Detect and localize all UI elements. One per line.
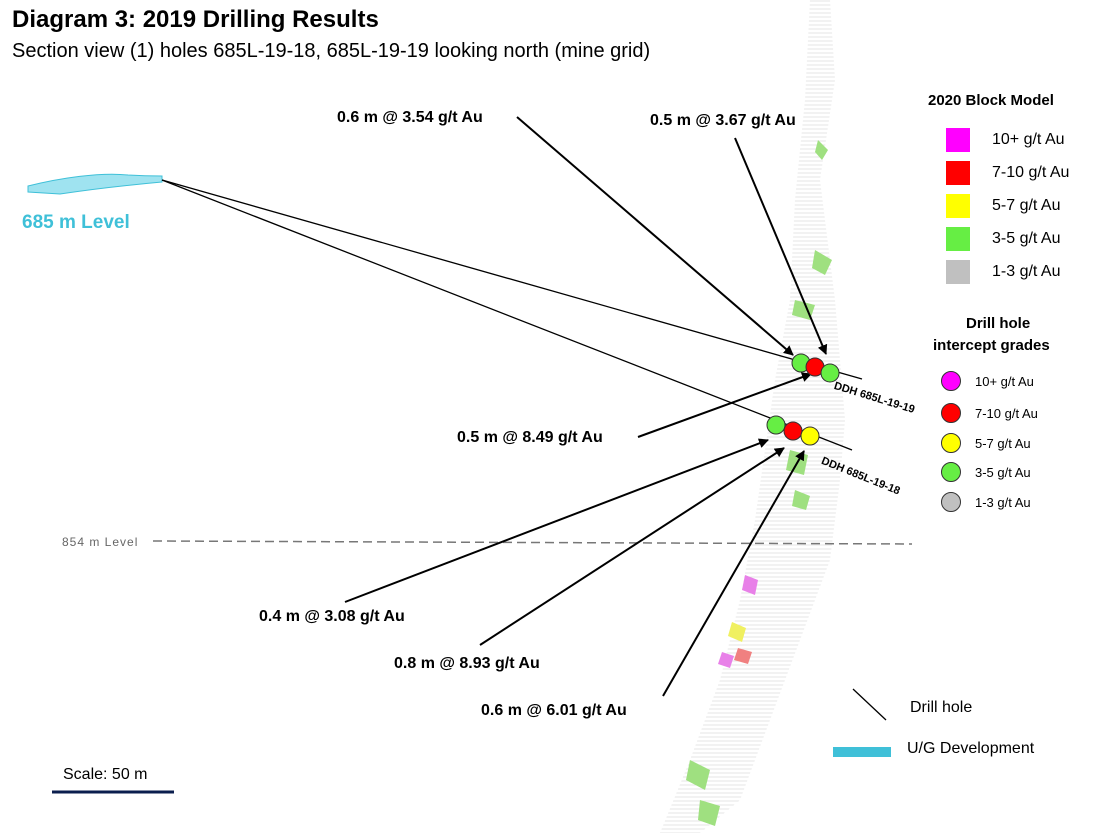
arrow-367 [734, 137, 828, 355]
intercept-19-18-b [783, 421, 803, 441]
swatch-3-5 [946, 227, 970, 251]
diagram-title: Diagram 3: 2019 Drilling Results [12, 6, 379, 33]
block-legend-row: 1-3 g/t Au [946, 260, 1061, 284]
intercept-19-19-c [820, 363, 840, 383]
swatch-10plus [946, 128, 970, 152]
intercept-legend-label: 1-3 g/t Au [975, 494, 1031, 510]
block-green [792, 490, 810, 510]
block-legend-label: 1-3 g/t Au [992, 263, 1061, 280]
intercept-legend-label: 7-10 g/t Au [975, 405, 1038, 421]
callout-354: 0.6 m @ 3.54 g/t Au [337, 109, 483, 126]
block-legend-row: 5-7 g/t Au [946, 194, 1061, 218]
swatch-1-3 [946, 260, 970, 284]
intercept-legend-label: 3-5 g/t Au [975, 464, 1031, 480]
intercept-legend-row: 7-10 g/t Au [941, 403, 1038, 423]
block-magenta [718, 652, 734, 668]
intercept-legend-row: 1-3 g/t Au [941, 492, 1031, 512]
callout-849: 0.5 m @ 8.49 g/t Au [457, 429, 603, 446]
block-green [686, 760, 710, 790]
intercept-legend-title-1: Drill hole [966, 315, 1031, 332]
key-drill-hole-label: Drill hole [910, 699, 973, 716]
block-legend-label: 5-7 g/t Au [992, 197, 1061, 214]
scale-label: Scale: 50 m [63, 766, 148, 783]
intercept-legend-row: 10+ g/t Au [941, 371, 1034, 391]
swatch-5-7 [946, 194, 970, 218]
block-green [812, 250, 832, 275]
callout-arrows [344, 116, 828, 697]
intercept-19-18-a [766, 415, 786, 435]
arrow-308 [344, 438, 769, 603]
block-model-legend-title: 2020 Block Model [928, 92, 1054, 109]
key-drill-hole-symbol [852, 688, 887, 721]
arrow-354 [516, 116, 794, 356]
arrow-601 [662, 450, 805, 697]
diagram-subtitle: Section view (1) holes 685L-19-18, 685L-… [12, 40, 651, 62]
arrow-849 [637, 372, 812, 438]
block-legend-label: 3-5 g/t Au [992, 230, 1061, 247]
callout-601: 0.6 m @ 6.01 g/t Au [481, 702, 627, 719]
block-legend-row: 3-5 g/t Au [946, 227, 1061, 251]
level-854-label: 854 m Level [62, 535, 139, 549]
hatched-block-model [660, 0, 845, 833]
ug-development-685 [27, 173, 163, 195]
callout-367: 0.5 m @ 3.67 g/t Au [650, 112, 796, 129]
intercept-legend-row: 5-7 g/t Au [941, 433, 1031, 453]
block-magenta [742, 575, 758, 595]
dot-10plus [941, 371, 961, 391]
block-legend-row: 7-10 g/t Au [946, 161, 1069, 185]
level-685-label: 685 m Level [22, 212, 130, 233]
dot-3-5 [941, 462, 961, 482]
swatch-7-10 [946, 161, 970, 185]
arrow-893 [479, 447, 785, 646]
intercept-legend-title-2: intercept grades [933, 337, 1050, 354]
intercept-legend-label: 10+ g/t Au [975, 373, 1034, 389]
intercept-legend-label: 5-7 g/t Au [975, 435, 1031, 451]
key-development-label: U/G Development [907, 740, 1035, 757]
block-green [698, 800, 720, 826]
dot-1-3 [941, 492, 961, 512]
block-legend-label: 10+ g/t Au [992, 131, 1065, 148]
callout-893: 0.8 m @ 8.93 g/t Au [394, 655, 540, 672]
level-854-line [152, 540, 913, 545]
block-green [815, 140, 828, 160]
block-legend-row: 10+ g/t Au [946, 128, 1065, 152]
block-red [734, 648, 752, 664]
dot-7-10 [941, 403, 961, 423]
callout-308: 0.4 m @ 3.08 g/t Au [259, 608, 405, 625]
intercept-legend-row: 3-5 g/t Au [941, 462, 1031, 482]
drill-hole-19-18-trace [161, 179, 853, 451]
key-development-symbol [833, 747, 891, 757]
dot-5-7 [941, 433, 961, 453]
drill-hole-19-19-trace [161, 179, 863, 380]
block-legend-label: 7-10 g/t Au [992, 164, 1070, 181]
intercept-19-18-c [800, 426, 820, 446]
block-yellow [728, 622, 746, 642]
